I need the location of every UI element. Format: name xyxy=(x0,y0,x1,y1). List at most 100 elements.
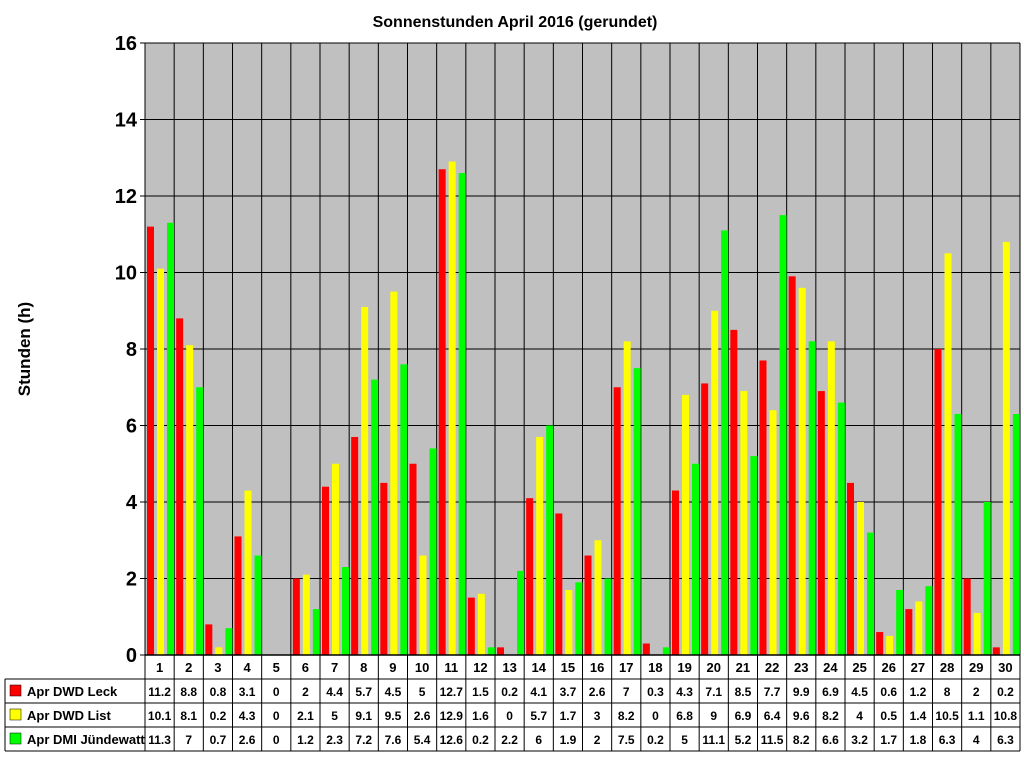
table-value-label: 10.1 xyxy=(148,709,172,723)
table-value-label: 5.4 xyxy=(414,733,431,747)
table-value-label: 1.9 xyxy=(560,733,577,747)
table-value-label: 7.5 xyxy=(618,733,635,747)
bar-1-day-16 xyxy=(584,555,592,655)
bar-2-day-29 xyxy=(973,612,981,655)
table-value-label: 0.2 xyxy=(472,733,489,747)
table-value-label: 4.1 xyxy=(530,685,547,699)
bar-2-day-10 xyxy=(419,555,427,655)
legend-swatch xyxy=(9,684,22,697)
bar-1-day-18 xyxy=(642,643,650,655)
table-value-label: 1.2 xyxy=(910,685,927,699)
bar-1-day-17 xyxy=(613,387,621,655)
y-tick-label: 16 xyxy=(115,33,137,55)
bar-2-day-21 xyxy=(740,391,748,655)
table-value-label: 0 xyxy=(652,709,659,723)
y-tick-label: 10 xyxy=(115,263,137,285)
bar-2-day-6 xyxy=(302,574,310,655)
bar-2-day-12 xyxy=(477,593,485,655)
bar-3-day-19 xyxy=(692,463,699,655)
bar-1-day-24 xyxy=(817,391,825,655)
table-value-label: 1.1 xyxy=(968,709,985,723)
bar-2-day-8 xyxy=(361,306,369,655)
bar-3-day-20 xyxy=(721,230,729,656)
x-category-label: 28 xyxy=(940,660,954,675)
x-category-label: 12 xyxy=(473,660,487,675)
x-category-label: 24 xyxy=(823,660,838,675)
table-value-label: 12.6 xyxy=(440,733,464,747)
table-value-label: 2.2 xyxy=(501,733,518,747)
bar-1-day-3 xyxy=(205,624,213,655)
table-value-label: 8.2 xyxy=(822,709,839,723)
bar-3-day-30 xyxy=(1012,414,1020,655)
bar-3-day-17 xyxy=(633,368,641,655)
y-tick-label: 8 xyxy=(126,339,137,361)
table-value-label: 0 xyxy=(273,709,280,723)
y-tick-label: 12 xyxy=(115,186,137,208)
x-category-label: 14 xyxy=(532,660,547,675)
bar-1-day-30 xyxy=(992,647,1000,655)
bar-1-day-10 xyxy=(409,463,417,655)
x-category-label: 13 xyxy=(502,660,516,675)
bar-3-day-7 xyxy=(342,567,349,655)
bar-3-day-10 xyxy=(429,448,437,655)
table-value-label: 9.5 xyxy=(385,709,402,723)
table-value-label: 2 xyxy=(973,685,980,699)
table-value-label: 5.7 xyxy=(355,685,372,699)
table-value-label: 11.2 xyxy=(148,685,171,699)
table-value-label: 6.9 xyxy=(735,709,752,723)
table-value-label: 4 xyxy=(973,733,980,747)
x-category-label: 22 xyxy=(765,660,779,675)
table-value-label: 2.6 xyxy=(589,685,606,699)
table-value-label: 2.6 xyxy=(239,733,256,747)
bar-2-day-20 xyxy=(711,310,719,655)
bar-3-day-3 xyxy=(225,628,233,655)
x-category-label: 23 xyxy=(794,660,808,675)
bar-2-day-1 xyxy=(157,268,164,655)
x-category-label: 18 xyxy=(648,660,662,675)
table-value-label: 6.9 xyxy=(822,685,839,699)
table-value-label: 0 xyxy=(506,709,513,723)
bar-2-day-4 xyxy=(244,490,252,655)
table-value-label: 3.2 xyxy=(851,733,868,747)
table-value-label: 9.1 xyxy=(355,709,372,723)
x-category-label: 10 xyxy=(415,660,429,675)
bar-3-day-18 xyxy=(662,647,670,655)
table-value-label: 6.3 xyxy=(939,733,956,747)
bar-2-day-26 xyxy=(886,635,894,655)
y-axis-label: Stunden (h) xyxy=(15,302,34,396)
bar-1-day-11 xyxy=(438,169,446,655)
y-axis-ticks: 0 2 4 6 8 10 12 14 16 xyxy=(115,33,145,667)
table-value-label: 8.1 xyxy=(180,709,197,723)
table-value-label: 0.3 xyxy=(647,685,664,699)
bar-1-day-26 xyxy=(876,632,884,655)
legend-series-name: Apr DWD Leck xyxy=(27,684,118,699)
table-value-label: 11.3 xyxy=(148,733,171,747)
table-value-label: 6.4 xyxy=(764,709,781,723)
bar-1-day-22 xyxy=(759,360,767,655)
legend-swatch xyxy=(9,732,22,745)
bar-3-day-27 xyxy=(925,586,933,655)
table-value-label: 2.3 xyxy=(326,733,343,747)
bar-3-day-13 xyxy=(517,570,524,655)
x-category-label: 25 xyxy=(852,660,866,675)
table-value-label: 0.8 xyxy=(210,685,227,699)
x-category-label: 21 xyxy=(736,660,750,675)
y-tick-label: 2 xyxy=(126,569,137,591)
table-value-label: 4.5 xyxy=(851,685,868,699)
table-value-label: 0.2 xyxy=(647,733,664,747)
table-value-label: 8.8 xyxy=(180,685,197,699)
x-category-label: 4 xyxy=(243,660,251,675)
table-value-label: 10.5 xyxy=(935,709,959,723)
table-value-label: 8.2 xyxy=(618,709,635,723)
table-value-label: 1.7 xyxy=(560,709,577,723)
table-value-label: 9 xyxy=(710,709,717,723)
x-category-label: 6 xyxy=(302,660,309,675)
bar-3-day-6 xyxy=(312,609,320,655)
bar-2-day-27 xyxy=(915,601,923,655)
bar-1-day-8 xyxy=(351,436,359,655)
bar-2-day-22 xyxy=(769,410,777,655)
table-value-label: 0 xyxy=(273,733,280,747)
bar-1-day-15 xyxy=(555,513,563,655)
bar-3-day-28 xyxy=(954,414,962,655)
bar-2-day-28 xyxy=(944,253,952,655)
